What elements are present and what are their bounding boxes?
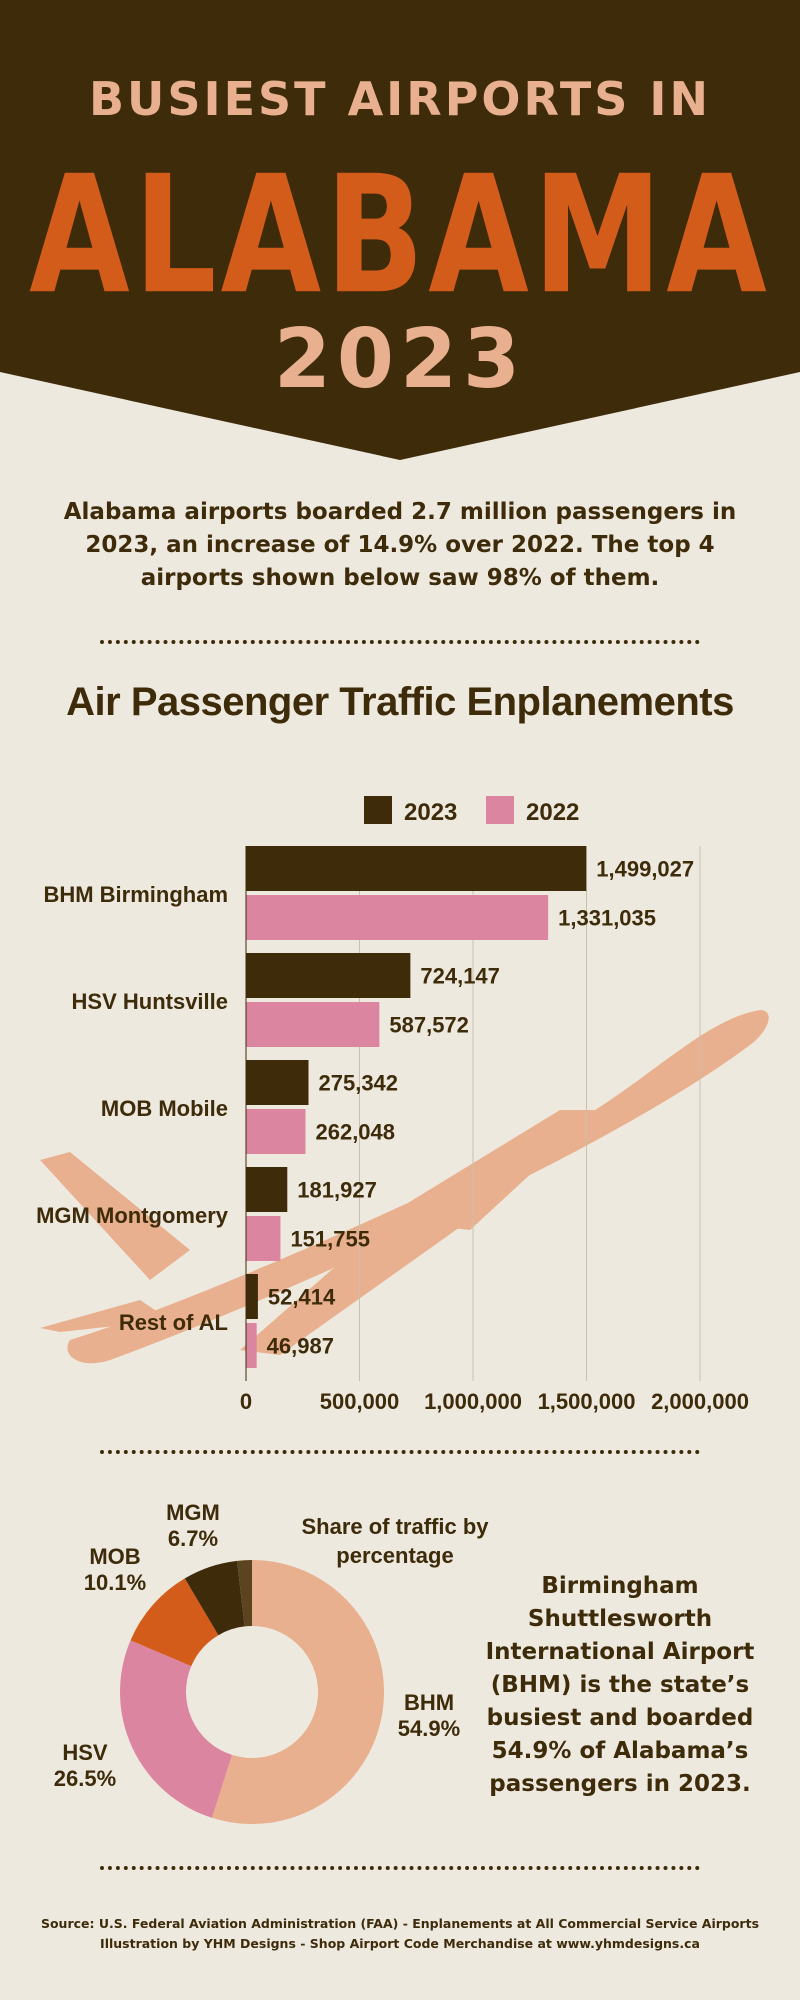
donut-slice — [237, 1560, 252, 1627]
data-label: 587,572 — [389, 1013, 469, 1038]
donut-title: Share of traffic by percentage — [301, 1514, 489, 1568]
header-background — [0, 0, 800, 460]
airplane-tail — [40, 1152, 190, 1280]
category-label: Rest of AL — [119, 1310, 228, 1335]
data-label: 181,927 — [297, 1178, 377, 1203]
title-year: 2023 — [273, 312, 527, 407]
footer: Source: U.S. Federal Aviation Administra… — [0, 1914, 800, 1954]
bar — [246, 1216, 281, 1261]
data-label: 275,342 — [319, 1071, 399, 1096]
donut-layer — [120, 1560, 385, 1824]
bar — [246, 953, 411, 998]
donut-slice — [211, 1560, 385, 1824]
slice-label-mob: MOB 10.1% — [70, 1544, 160, 1596]
airplane-wing — [380, 1110, 600, 1230]
airplane-fuselage — [67, 1010, 769, 1364]
slice-value: 54.9% — [397, 1716, 461, 1741]
data-label: 151,755 — [290, 1227, 370, 1252]
header-banner: BUSIEST AIRPORTS IN ALABAMA 2023 — [0, 0, 800, 460]
tick-label: 2,000,000 — [651, 1389, 749, 1414]
slice-label-mgm: MGM 6.7% — [148, 1500, 238, 1552]
slice-name: BHM — [403, 1690, 455, 1715]
footer-credit: Illustration by YHM Designs - Shop Airpo… — [100, 1936, 700, 1951]
bar — [246, 846, 587, 891]
title-line-2: ALABAMA — [29, 140, 771, 330]
divider — [100, 1866, 700, 1870]
data-label: 1,331,035 — [558, 906, 656, 931]
donut-chart — [120, 1560, 385, 1824]
slice-label-hsv: HSV 26.5% — [40, 1740, 130, 1792]
bar — [246, 1323, 257, 1368]
slice-label-bhm: BHM 54.9% — [384, 1690, 474, 1742]
bar — [246, 1060, 309, 1105]
divider — [100, 1450, 700, 1454]
tick-label: 1,500,000 — [538, 1389, 636, 1414]
data-label: 1,499,027 — [596, 857, 694, 882]
category-label: MGM Montgomery — [36, 1203, 229, 1228]
footer-source: Source: U.S. Federal Aviation Administra… — [40, 1916, 760, 1931]
category-label: MOB Mobile — [101, 1096, 228, 1121]
donut-slice — [184, 1560, 245, 1636]
data-label: 52,414 — [268, 1285, 336, 1310]
slice-value: 26.5% — [53, 1766, 117, 1791]
bar — [246, 1274, 258, 1319]
bars-layer: 2023 2022 BHM Birmingham 1,499,027 1,331,035… — [36, 796, 749, 1414]
bar — [246, 895, 549, 940]
legend: 2023 2022 — [364, 796, 579, 826]
tick-label: 1,000,000 — [424, 1389, 522, 1414]
data-label: 262,048 — [315, 1120, 395, 1145]
donut-slice — [130, 1578, 219, 1667]
bar — [246, 1109, 306, 1154]
slice-name: MOB — [89, 1544, 141, 1569]
slice-value: 6.7% — [167, 1526, 219, 1551]
tick-label: 0 — [240, 1389, 252, 1414]
bar-chart: 2023 2022 BHM Birmingham 1,499,027 1,331,035… — [36, 796, 769, 1414]
title-line-1: BUSIEST AIRPORTS IN — [88, 72, 712, 126]
legend-label: 2023 — [404, 799, 457, 826]
airplane-illustration — [40, 1010, 769, 1364]
slice-value: 10.1% — [83, 1570, 147, 1595]
divider — [100, 640, 700, 644]
data-label: 46,987 — [267, 1334, 334, 1359]
legend-label: 2022 — [526, 799, 579, 826]
category-label: HSV Huntsville — [72, 989, 228, 1014]
legend-swatch — [486, 796, 514, 824]
airplane-stabilizer — [40, 1300, 170, 1332]
airplane-wing-rear — [240, 1210, 470, 1355]
category-label: BHM Birmingham — [43, 882, 228, 907]
bhm-note: Birmingham Shuttlesworth International A… — [485, 1573, 755, 1797]
slice-name: MGM — [166, 1500, 220, 1525]
intro-text: Alabama airports boarded 2.7 million pas… — [63, 499, 737, 591]
data-label: 724,147 — [420, 964, 500, 989]
bar — [246, 1167, 288, 1212]
slice-name: HSV — [62, 1740, 108, 1765]
tick-label: 500,000 — [320, 1389, 400, 1414]
donut-slice — [120, 1640, 232, 1818]
legend-swatch — [364, 796, 392, 824]
bar — [246, 1002, 380, 1047]
bar-chart-title: Air Passenger Traffic Enplanements — [66, 680, 734, 724]
